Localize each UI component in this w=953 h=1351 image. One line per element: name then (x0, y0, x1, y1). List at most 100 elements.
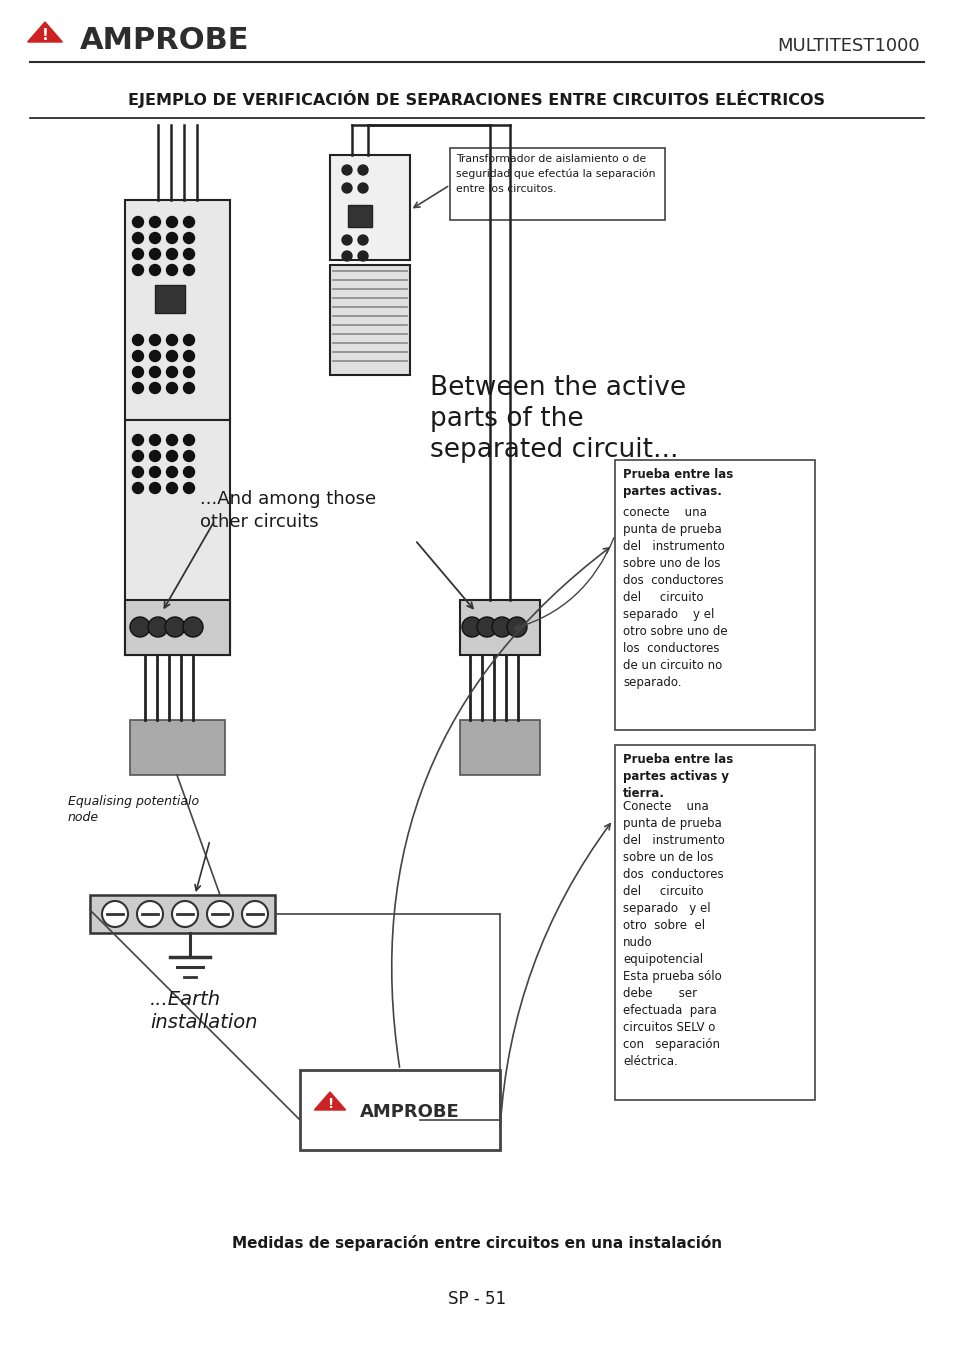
Circle shape (167, 482, 177, 493)
Bar (125, 200, 230, 420)
Circle shape (150, 335, 160, 346)
Circle shape (167, 450, 177, 462)
Circle shape (150, 382, 160, 393)
Circle shape (167, 335, 177, 346)
Circle shape (183, 466, 194, 477)
Text: Equalising potentialo
node: Equalising potentialo node (68, 794, 199, 824)
Polygon shape (28, 22, 62, 42)
Circle shape (132, 216, 143, 227)
Bar (330, 265, 410, 376)
Circle shape (137, 901, 163, 927)
Circle shape (148, 617, 168, 638)
Bar (125, 600, 230, 655)
Text: ...And among those
other circuits: ...And among those other circuits (200, 490, 375, 531)
Bar (125, 420, 230, 655)
Text: conecte    una
punta de prueba
del   instrumento
sobre uno de los
dos  conductor: conecte una punta de prueba del instrume… (622, 507, 727, 689)
Circle shape (150, 265, 160, 276)
Circle shape (341, 251, 352, 261)
Circle shape (165, 617, 185, 638)
Circle shape (150, 350, 160, 362)
Bar (299, 1070, 499, 1150)
Circle shape (150, 482, 160, 493)
Text: Between the active
parts of the
separated circuit...: Between the active parts of the separate… (430, 376, 685, 463)
Circle shape (132, 335, 143, 346)
Text: Prueba entre las
partes activas y
tierra.: Prueba entre las partes activas y tierra… (622, 753, 733, 800)
Bar (459, 720, 539, 775)
Polygon shape (314, 1092, 345, 1111)
Circle shape (132, 450, 143, 462)
Circle shape (132, 366, 143, 377)
Bar (348, 205, 372, 227)
Circle shape (150, 366, 160, 377)
Circle shape (102, 901, 128, 927)
Circle shape (150, 232, 160, 243)
Circle shape (183, 350, 194, 362)
Circle shape (476, 617, 497, 638)
Bar (154, 285, 185, 313)
Circle shape (150, 466, 160, 477)
Text: SP - 51: SP - 51 (448, 1290, 505, 1308)
Text: MULTITEST1000: MULTITEST1000 (777, 36, 919, 55)
Circle shape (172, 901, 198, 927)
Circle shape (357, 165, 368, 176)
Circle shape (167, 249, 177, 259)
Bar (130, 720, 225, 775)
Circle shape (132, 249, 143, 259)
Circle shape (167, 232, 177, 243)
Text: AMPROBE: AMPROBE (80, 26, 250, 55)
Text: EJEMPLO DE VERIFICACIÓN DE SEPARACIONES ENTRE CIRCUITOS ELÉCTRICOS: EJEMPLO DE VERIFICACIÓN DE SEPARACIONES … (129, 91, 824, 108)
Circle shape (167, 265, 177, 276)
Text: !: ! (42, 27, 49, 42)
Circle shape (132, 350, 143, 362)
Circle shape (167, 382, 177, 393)
Text: Transformador de aislamiento o de
seguridad que efectúa la separación
entre los : Transformador de aislamiento o de seguri… (456, 154, 655, 193)
Text: ...Earth
installation: ...Earth installation (150, 990, 257, 1032)
Circle shape (167, 366, 177, 377)
Circle shape (150, 249, 160, 259)
Circle shape (132, 232, 143, 243)
Circle shape (183, 249, 194, 259)
Bar (615, 744, 814, 1100)
Circle shape (167, 466, 177, 477)
Bar (615, 459, 814, 730)
Circle shape (150, 450, 160, 462)
Circle shape (150, 216, 160, 227)
Bar (450, 149, 664, 220)
Circle shape (183, 265, 194, 276)
Circle shape (132, 482, 143, 493)
Circle shape (242, 901, 268, 927)
Circle shape (207, 901, 233, 927)
Circle shape (150, 435, 160, 446)
Circle shape (183, 232, 194, 243)
Circle shape (357, 182, 368, 193)
Bar (90, 894, 274, 934)
Circle shape (132, 466, 143, 477)
Circle shape (341, 165, 352, 176)
Circle shape (132, 265, 143, 276)
Circle shape (183, 617, 203, 638)
Circle shape (357, 251, 368, 261)
Text: !: ! (327, 1097, 333, 1111)
Circle shape (183, 435, 194, 446)
Text: AMPROBE: AMPROBE (359, 1102, 459, 1121)
Circle shape (357, 235, 368, 245)
Circle shape (341, 235, 352, 245)
Text: Prueba entre las
partes activas.: Prueba entre las partes activas. (622, 467, 733, 499)
Circle shape (492, 617, 512, 638)
Circle shape (183, 366, 194, 377)
Bar (330, 155, 410, 259)
Text: Medidas de separación entre circuitos en una instalación: Medidas de separación entre circuitos en… (232, 1235, 721, 1251)
Circle shape (132, 382, 143, 393)
Circle shape (183, 335, 194, 346)
Circle shape (183, 382, 194, 393)
Circle shape (341, 182, 352, 193)
Circle shape (167, 216, 177, 227)
Text: Conecte    una
punta de prueba
del   instrumento
sobre un de los
dos  conductore: Conecte una punta de prueba del instrume… (622, 800, 724, 1069)
Circle shape (167, 435, 177, 446)
Circle shape (130, 617, 150, 638)
Circle shape (506, 617, 526, 638)
Circle shape (183, 482, 194, 493)
Bar (459, 600, 539, 655)
Circle shape (132, 435, 143, 446)
Circle shape (167, 350, 177, 362)
